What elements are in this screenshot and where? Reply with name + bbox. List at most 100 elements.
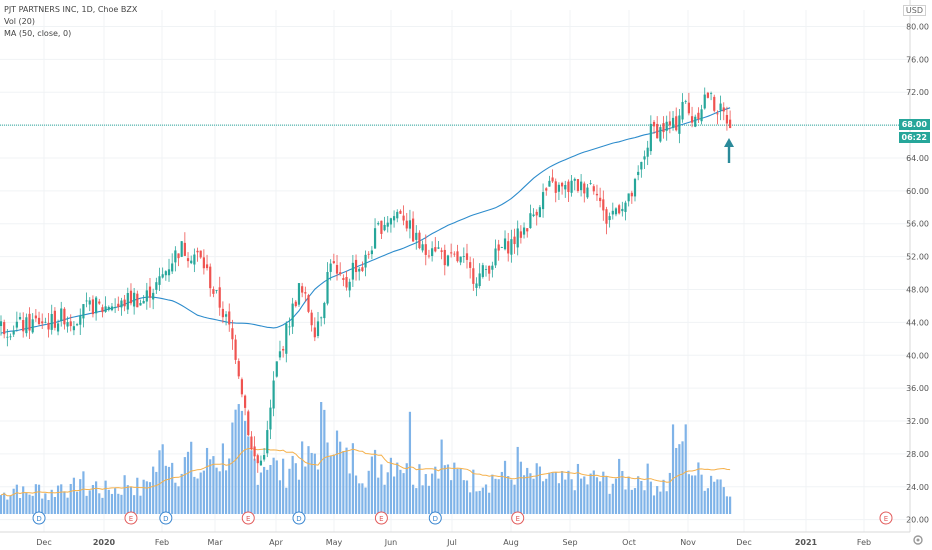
candle-body [15,321,18,328]
volume-bar [621,471,624,514]
earnings-marker[interactable]: E [374,511,388,525]
marker-label: E [129,515,133,523]
volume-bar [646,463,649,514]
candle-body [126,292,129,310]
candle-body [589,183,592,184]
volume-bar [532,478,535,514]
volume-bar [560,471,564,514]
volume-bar [703,490,706,514]
volume-bar [250,450,253,514]
candle-body [722,107,725,112]
dividend-marker[interactable]: D [32,511,46,525]
candle-body [291,303,294,327]
candle-body [475,283,478,288]
volume-bar [586,484,589,514]
gear-icon[interactable] [912,534,924,546]
volume-bar [538,466,541,514]
candle-body [465,253,469,260]
candle-body [139,302,142,306]
candle-body [37,317,41,325]
candle-body [646,147,649,157]
candle-body [377,223,380,225]
candle-body [66,322,69,327]
volume-bar [491,474,494,514]
volume-bar [640,480,643,514]
candle-body [354,259,358,273]
candle-body [95,297,98,314]
volume-bar [370,456,373,514]
volume-bar [110,493,114,514]
candle-body [88,300,91,305]
dividend-marker[interactable]: D [159,511,173,525]
marker-circle [124,511,138,525]
candle-body [633,178,637,197]
volume-bar [418,464,421,514]
candle-body [389,218,393,225]
candle-body [408,220,412,229]
candle-body [453,253,456,255]
candle-body [640,161,643,170]
candle-body [392,216,396,221]
candle-body [167,269,171,276]
candle-body [713,96,716,111]
candle-body [3,322,6,335]
volume-bar [53,496,56,514]
volume-bar [386,472,389,514]
volume-bar [589,473,592,514]
earnings-marker[interactable]: E [241,511,255,525]
candle-body [399,210,402,214]
candle-body [104,306,107,312]
candle-body [313,327,316,338]
candle-body [364,254,367,268]
candle-body [545,188,548,191]
candle-body [500,247,503,248]
candle-body [297,283,301,305]
earnings-marker[interactable]: E [511,511,525,525]
volume-bar [427,485,431,514]
marker-circle [374,511,388,525]
volume-bar [228,458,231,514]
volume-bar [453,462,456,514]
volume-bar [583,476,586,514]
candle-body [481,265,484,277]
currency-badge[interactable]: USD [902,5,926,16]
volume-bar [329,455,332,514]
candle-body [703,94,706,109]
earnings-marker[interactable]: E [879,511,893,525]
candle-body [339,272,342,275]
candle-body [358,268,361,272]
candle-body [526,228,529,232]
volume-bar [551,472,554,514]
marker-label: E [884,515,888,523]
candle-body [44,321,47,323]
y-tick-label: 28.00 [906,450,929,459]
candle-body [611,210,614,215]
volume-bar [608,493,611,514]
candle-body [608,216,611,221]
candle-body [690,116,694,123]
candle-body [573,178,576,181]
volume-bar [367,470,370,514]
volume-bar [659,491,662,514]
candle-body [12,330,15,335]
volume-bar [592,470,595,514]
dividend-marker[interactable]: D [292,511,306,525]
dividend-marker[interactable]: D [428,511,442,525]
candle-body [675,116,678,131]
candle-body [123,299,126,307]
candle-body [79,315,82,325]
volume-bar [488,492,491,514]
candle-body [237,361,240,377]
volume-bar [478,490,481,514]
candle-body [618,205,621,214]
candle-body [532,214,535,217]
x-tick-label: May [326,538,343,547]
candle-body [548,180,551,187]
volume-bar [459,468,462,514]
candle-body [510,239,513,255]
volume-bar [335,430,339,514]
volume-bar [535,463,538,514]
earnings-marker[interactable]: E [124,511,138,525]
candle-body [326,271,329,304]
